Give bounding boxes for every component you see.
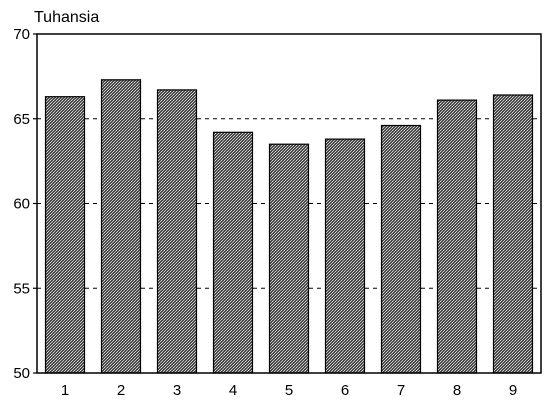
x-tick-label-3: 3 bbox=[173, 382, 181, 399]
bar-6 bbox=[324, 138, 366, 374]
y-tick-label-70: 70 bbox=[13, 26, 30, 43]
x-tick-label-7: 7 bbox=[397, 382, 405, 399]
y-tick-label-55: 55 bbox=[13, 280, 30, 297]
bar-7 bbox=[380, 124, 422, 374]
x-tick-label-4: 4 bbox=[229, 382, 237, 399]
x-tick-label-9: 9 bbox=[509, 382, 517, 399]
bar-3 bbox=[156, 89, 198, 374]
y-tick-label-60: 60 bbox=[13, 196, 30, 213]
y-axis-unit-label: Tuhansia bbox=[34, 9, 99, 26]
bar-2 bbox=[100, 79, 142, 374]
y-tick-labels: 50 55 60 65 70 bbox=[13, 26, 30, 382]
bar-8 bbox=[436, 99, 478, 374]
y-tick-label-50: 50 bbox=[13, 365, 30, 382]
x-tick-label-5: 5 bbox=[285, 382, 293, 399]
bar-5 bbox=[268, 143, 310, 374]
bar-4 bbox=[212, 131, 254, 374]
axes bbox=[33, 33, 542, 374]
x-tick-labels: 1 2 3 4 5 6 7 8 9 bbox=[61, 382, 517, 399]
bars bbox=[44, 79, 534, 374]
y-tick-label-65: 65 bbox=[13, 111, 30, 128]
x-tick-label-1: 1 bbox=[61, 382, 69, 399]
bar-9 bbox=[492, 94, 534, 374]
bar-1 bbox=[44, 96, 86, 374]
x-tick-label-8: 8 bbox=[453, 382, 461, 399]
x-tick-label-2: 2 bbox=[117, 382, 125, 399]
x-tick-label-6: 6 bbox=[341, 382, 349, 399]
